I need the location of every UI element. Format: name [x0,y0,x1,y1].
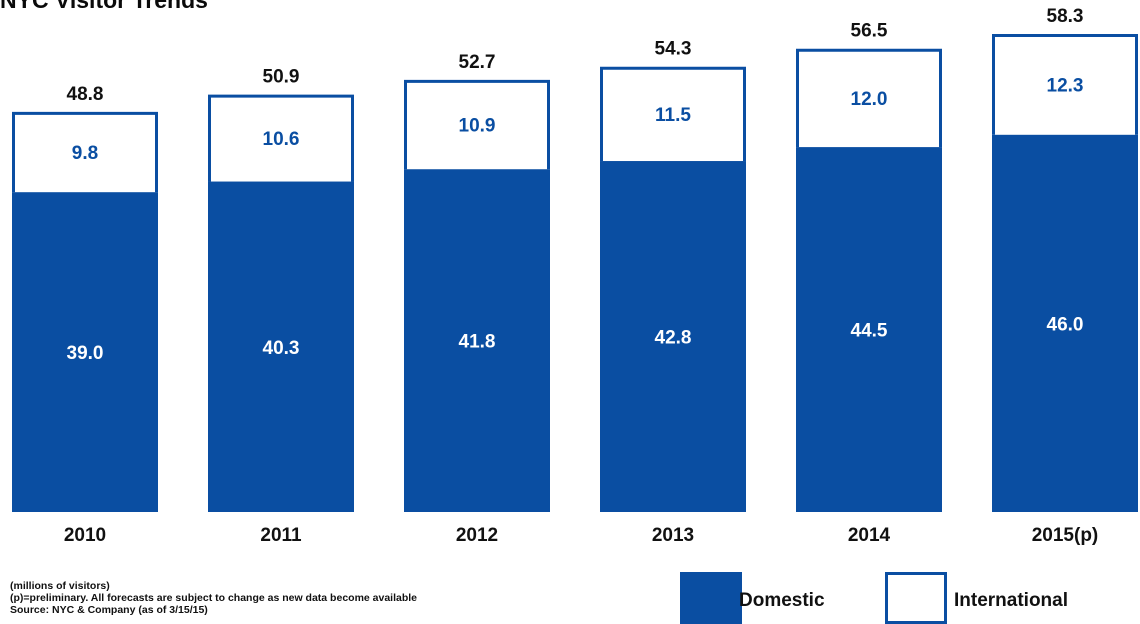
bar-international-outline [12,111,158,193]
international-value-label: 9.8 [72,143,98,164]
total-value-label: 48.8 [67,84,104,105]
x-tick-label: 2012 [456,525,498,546]
bar-domestic [12,192,158,512]
bar-international [796,48,942,148]
international-value-label: 10.6 [263,129,300,150]
bar-domestic [404,169,550,513]
bar-domestic [600,161,746,513]
x-tick-label: 2015(p) [1032,525,1099,546]
bar-domestic [208,181,354,513]
bar-domestic [796,147,942,512]
domestic-value-label: 46.0 [1047,314,1084,335]
chart-title: NYC Visitor Trends [0,0,208,13]
international-value-label: 12.0 [851,89,888,110]
units-note: (millions of visitors) [10,580,110,592]
x-tick-label: 2014 [848,525,891,546]
international-value-label: 11.5 [655,105,691,126]
x-tick-label: 2010 [64,525,106,546]
international-value-label: 12.3 [1047,75,1084,96]
bar-international-outline [992,33,1138,135]
bar-domestic [992,134,1138,513]
total-value-label: 52.7 [459,52,496,73]
domestic-value-label: 40.3 [263,338,300,359]
source-note: Source: NYC & Company (as of 3/15/15) [10,604,208,616]
legend-label-international: International [954,590,1069,611]
total-value-label: 54.3 [655,39,692,60]
domestic-value-label: 42.8 [655,328,692,349]
bar-international [12,111,158,193]
chart-notes: (millions of visitors) (p)=preliminary. … [10,580,417,616]
x-tick-label: 2011 [260,525,302,546]
bar-international-outline [404,79,550,170]
preliminary-note: (p)=preliminary. All forecasts are subje… [10,592,418,604]
domestic-value-label: 39.0 [67,343,104,364]
total-value-label: 58.3 [1047,6,1084,27]
legend-label-domestic: Domestic [739,590,825,611]
bar-international [404,79,550,170]
total-value-label: 50.9 [263,67,300,88]
bar-international [208,94,354,182]
x-tick-label: 2013 [652,525,694,546]
bar-international [992,33,1138,135]
bar-international-outline [208,94,354,182]
domestic-value-label: 44.5 [851,321,888,342]
bar-international-outline [796,48,942,148]
legend-swatch-domestic [680,572,742,624]
bar-international [600,66,746,162]
legend-swatch-international [885,572,947,624]
domestic-value-label: 41.8 [459,332,496,353]
bar-international-outline [600,66,746,162]
total-value-label: 56.5 [851,21,888,42]
international-value-label: 10.9 [459,116,496,137]
